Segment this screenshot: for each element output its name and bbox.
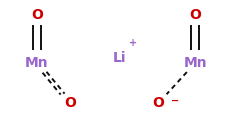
- Text: O: O: [31, 8, 43, 22]
- Text: Mn: Mn: [183, 56, 207, 70]
- Text: −: −: [171, 96, 179, 106]
- Text: +: +: [129, 38, 137, 48]
- Text: Mn: Mn: [25, 56, 49, 70]
- Text: O: O: [152, 96, 164, 110]
- Text: O: O: [64, 96, 76, 110]
- Text: O: O: [189, 8, 201, 22]
- Text: Li: Li: [112, 51, 126, 65]
